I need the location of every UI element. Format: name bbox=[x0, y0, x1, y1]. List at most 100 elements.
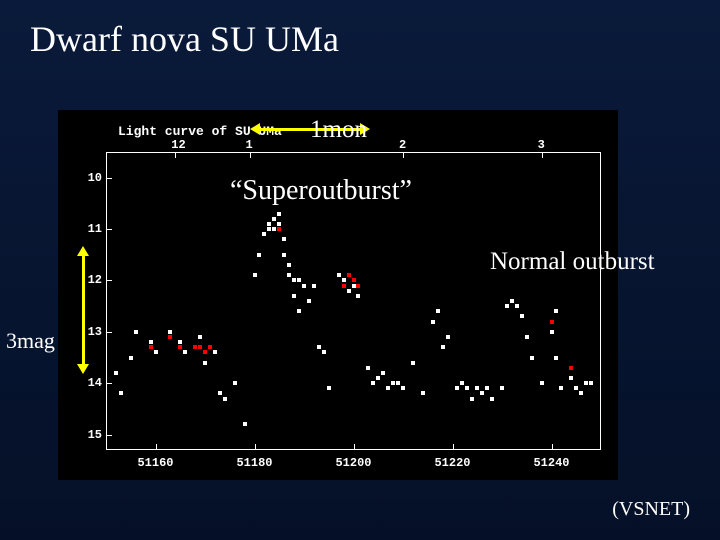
y-tick-mark bbox=[106, 280, 112, 281]
y-tick-mark bbox=[106, 332, 112, 333]
data-point-red bbox=[193, 345, 197, 349]
data-point-red bbox=[352, 278, 356, 282]
data-point-white bbox=[272, 227, 276, 231]
data-point-white bbox=[515, 304, 519, 308]
data-point-white bbox=[327, 386, 331, 390]
x-tick-label: 51180 bbox=[230, 456, 280, 470]
data-point-white bbox=[396, 381, 400, 385]
data-point-red bbox=[277, 227, 281, 231]
data-point-white bbox=[554, 309, 558, 313]
data-point-white bbox=[431, 320, 435, 324]
data-point-white bbox=[312, 284, 316, 288]
data-point-white bbox=[584, 381, 588, 385]
data-point-white bbox=[282, 253, 286, 257]
data-point-white bbox=[381, 371, 385, 375]
data-point-red bbox=[203, 350, 207, 354]
data-point-red bbox=[198, 345, 202, 349]
data-point-white bbox=[218, 391, 222, 395]
data-point-white bbox=[262, 232, 266, 236]
data-point-white bbox=[347, 289, 351, 293]
data-point-white bbox=[371, 381, 375, 385]
y-tick-mark bbox=[106, 383, 112, 384]
data-point-white bbox=[267, 227, 271, 231]
data-point-white bbox=[154, 350, 158, 354]
data-point-white bbox=[470, 397, 474, 401]
data-point-white bbox=[386, 386, 390, 390]
data-point-white bbox=[441, 345, 445, 349]
x-tick-mark bbox=[255, 444, 256, 450]
data-point-white bbox=[198, 335, 202, 339]
x-tick-label: 51200 bbox=[329, 456, 379, 470]
data-point-white bbox=[149, 340, 153, 344]
y-tick-label: 11 bbox=[62, 222, 102, 236]
data-point-red bbox=[342, 284, 346, 288]
data-point-white bbox=[460, 381, 464, 385]
x-tick-mark bbox=[354, 444, 355, 450]
data-point-white bbox=[302, 284, 306, 288]
data-point-white bbox=[505, 304, 509, 308]
data-point-red bbox=[569, 366, 573, 370]
data-point-white bbox=[421, 391, 425, 395]
data-point-white bbox=[267, 222, 271, 226]
data-point-white bbox=[401, 386, 405, 390]
top-tick-label: 2 bbox=[399, 138, 406, 152]
data-point-white bbox=[297, 309, 301, 313]
data-point-white bbox=[223, 397, 227, 401]
data-point-white bbox=[243, 422, 247, 426]
y-tick-mark bbox=[106, 178, 112, 179]
data-point-white bbox=[287, 273, 291, 277]
one-month-label: 1mon bbox=[310, 116, 367, 144]
data-point-white bbox=[203, 361, 207, 365]
y-tick-label: 14 bbox=[62, 376, 102, 390]
top-tick-mark bbox=[542, 152, 543, 158]
x-tick-label: 51220 bbox=[428, 456, 478, 470]
data-point-white bbox=[168, 330, 172, 334]
data-point-white bbox=[589, 381, 593, 385]
data-point-white bbox=[500, 386, 504, 390]
data-point-white bbox=[480, 391, 484, 395]
data-point-white bbox=[525, 335, 529, 339]
normal-outburst-label: Normal outburst bbox=[490, 248, 655, 276]
data-point-red bbox=[168, 335, 172, 339]
data-point-white bbox=[307, 299, 311, 303]
data-point-white bbox=[233, 381, 237, 385]
data-point-white bbox=[436, 309, 440, 313]
data-point-white bbox=[550, 330, 554, 334]
top-tick-mark bbox=[250, 152, 251, 158]
data-point-white bbox=[485, 386, 489, 390]
data-point-white bbox=[530, 356, 534, 360]
data-point-white bbox=[510, 299, 514, 303]
data-point-white bbox=[317, 345, 321, 349]
data-point-white bbox=[129, 356, 133, 360]
data-point-white bbox=[490, 397, 494, 401]
x-tick-mark bbox=[156, 444, 157, 450]
data-point-white bbox=[574, 386, 578, 390]
superoutburst-label: “Superoutburst” bbox=[230, 175, 412, 207]
data-point-red bbox=[347, 273, 351, 277]
x-tick-mark bbox=[552, 444, 553, 450]
data-point-white bbox=[356, 294, 360, 298]
data-point-white bbox=[183, 350, 187, 354]
data-point-white bbox=[213, 350, 217, 354]
data-point-white bbox=[376, 376, 380, 380]
x-tick-label: 51160 bbox=[131, 456, 181, 470]
data-point-red bbox=[208, 345, 212, 349]
data-point-red bbox=[550, 320, 554, 324]
data-point-red bbox=[149, 345, 153, 349]
y-tick-label: 10 bbox=[62, 171, 102, 185]
top-tick-label: 3 bbox=[538, 138, 545, 152]
y-tick-mark bbox=[106, 435, 112, 436]
data-point-white bbox=[277, 222, 281, 226]
data-point-white bbox=[446, 335, 450, 339]
data-point-white bbox=[569, 376, 573, 380]
data-point-white bbox=[114, 371, 118, 375]
data-point-white bbox=[554, 356, 558, 360]
data-point-white bbox=[579, 391, 583, 395]
data-point-white bbox=[272, 217, 276, 221]
data-point-white bbox=[342, 278, 346, 282]
data-point-white bbox=[559, 386, 563, 390]
data-point-red bbox=[178, 345, 182, 349]
y-tick-label: 15 bbox=[62, 428, 102, 442]
top-tick-mark bbox=[403, 152, 404, 158]
data-point-white bbox=[257, 253, 261, 257]
